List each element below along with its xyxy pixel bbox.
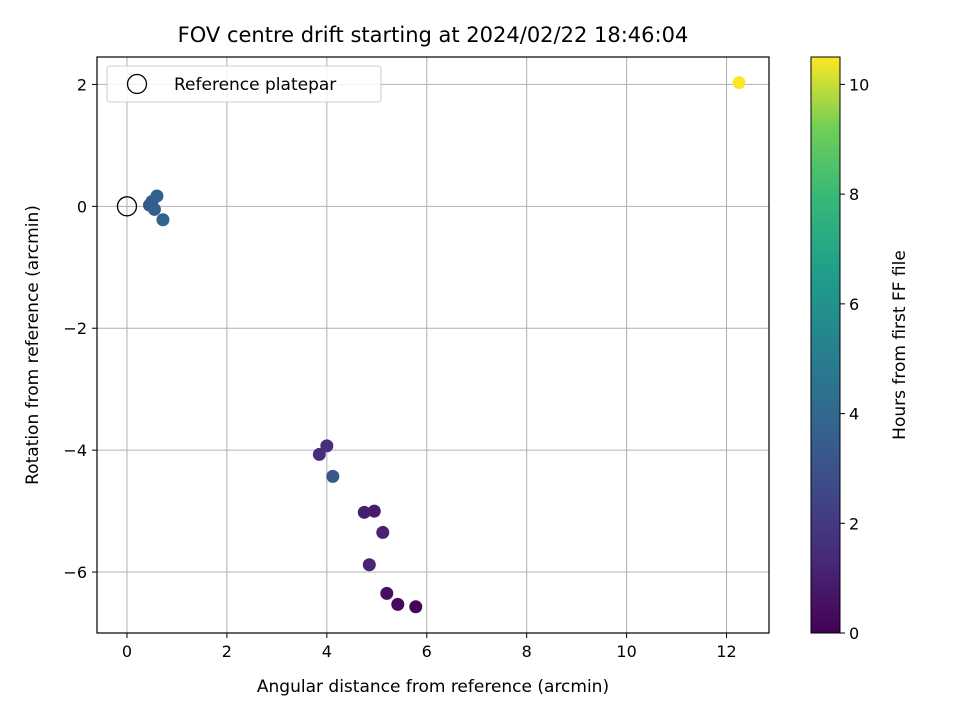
x-tick-label: 6: [422, 642, 432, 661]
data-point: [409, 600, 423, 614]
reference-platepar-marker: [116, 196, 138, 217]
data-point: [326, 469, 340, 483]
y-axis-ticks: −6 −4 −2 0 2: [63, 75, 97, 582]
data-point: [376, 525, 390, 539]
y-tick-label: 0: [77, 197, 87, 216]
data-point: [156, 213, 170, 227]
x-tick-label: 0: [122, 642, 132, 661]
data-point: [367, 504, 381, 518]
colorbar-gradient: [810, 56, 841, 634]
y-tick-label: −4: [63, 441, 87, 460]
legend-label: Reference platepar: [174, 75, 336, 95]
data-point: [150, 189, 164, 203]
y-tick-label: −6: [63, 563, 87, 582]
colorbar-label: Hours from first FF file: [890, 250, 910, 440]
colorbar-tick-label: 8: [849, 185, 859, 204]
x-tick-label: 4: [322, 642, 332, 661]
legend: Reference platepar: [106, 65, 382, 103]
grid: [97, 57, 769, 633]
legend-box: [106, 65, 382, 103]
data-points: [142, 76, 746, 614]
x-tick-label: 2: [222, 642, 232, 661]
y-tick-label: 2: [77, 75, 87, 94]
x-tick-label: 10: [616, 642, 636, 661]
chart-title: FOV centre drift starting at 2024/02/22 …: [178, 23, 689, 47]
colorbar-tick-label: 4: [849, 405, 859, 424]
data-point: [147, 202, 161, 216]
colorbar: 0 2 4 6 8 10 Hours from first FF file: [810, 56, 910, 643]
data-point: [391, 597, 405, 611]
data-point: [312, 447, 326, 461]
plot-frame: [96, 56, 770, 634]
y-tick-label: −2: [63, 319, 87, 338]
x-axis-ticks: 0 2 4 6 8 10 12: [122, 633, 737, 661]
x-axis-label: Angular distance from reference (arcmin): [257, 677, 609, 697]
data-point: [380, 586, 394, 600]
data-point: [320, 439, 334, 453]
colorbar-tick-label: 6: [849, 295, 859, 314]
colorbar-ticks: 0 2 4 6 8 10: [840, 75, 869, 643]
x-tick-label: 8: [522, 642, 532, 661]
colorbar-tick-label: 0: [849, 624, 859, 643]
colorbar-tick-label: 2: [849, 514, 859, 533]
data-point: [357, 505, 371, 519]
data-point: [362, 558, 376, 572]
y-axis-label: Rotation from reference (arcmin): [23, 205, 43, 485]
data-point: [732, 76, 746, 90]
legend-marker-reference: [126, 73, 148, 95]
colorbar-tick-label: 10: [849, 75, 869, 94]
x-tick-label: 12: [716, 642, 736, 661]
